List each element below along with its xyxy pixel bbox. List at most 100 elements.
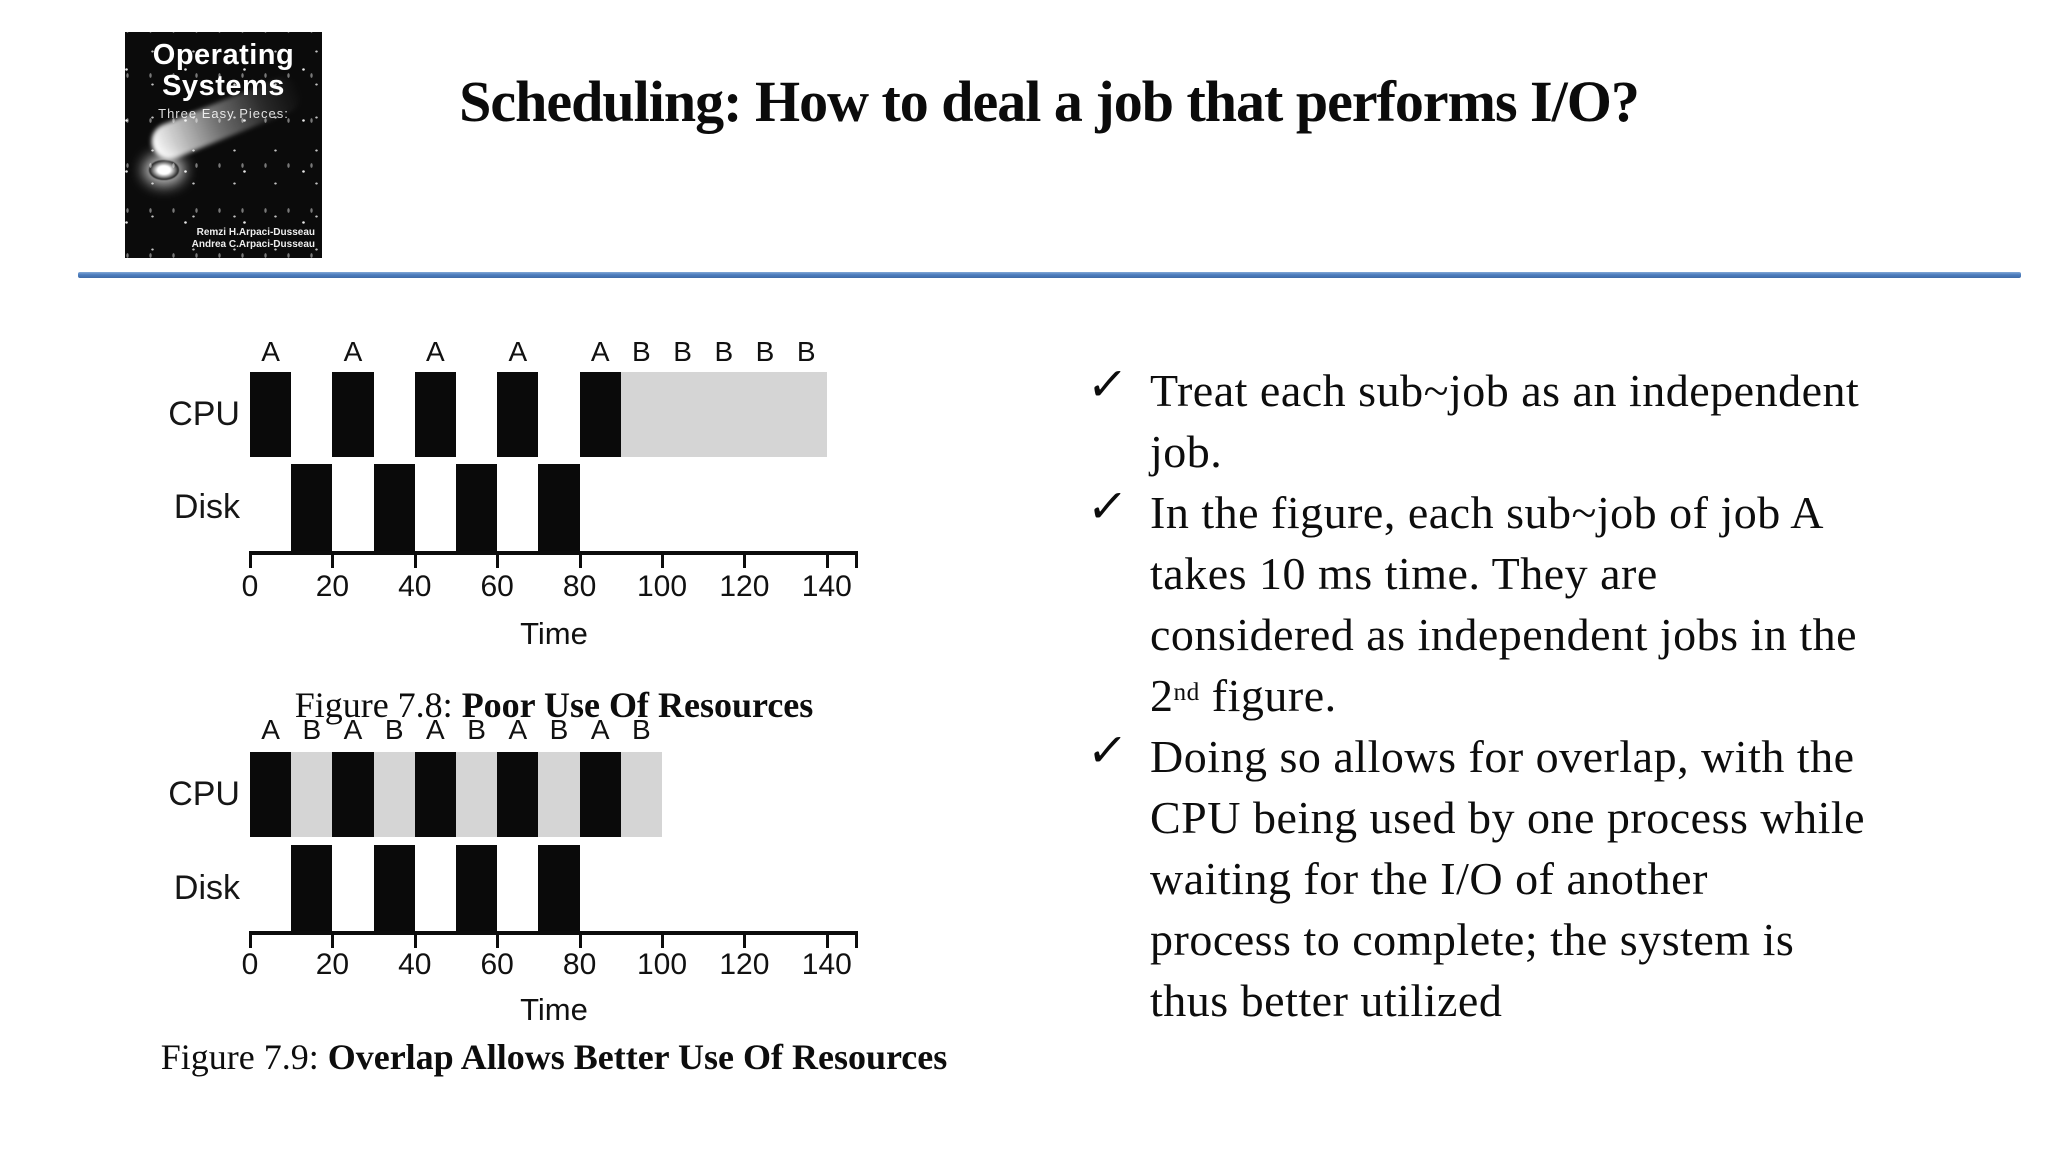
checkmark-icon: ✓	[1084, 357, 1131, 411]
bullet-text-line: thus better utilized	[1150, 975, 1503, 1026]
job-label-b: B	[714, 336, 734, 367]
bullet-text-line: job.	[1150, 426, 1223, 477]
bullet-text-line: Treat each sub~job as an independent	[1150, 365, 1860, 416]
bullet-text-line: takes 10 ms time. They are	[1150, 548, 1658, 599]
axis-tick	[496, 931, 500, 948]
job-label-b: B	[467, 714, 486, 745]
checkmark-icon: ✓	[1084, 723, 1131, 777]
axis-tick-label: 100	[636, 948, 688, 981]
cpu-bar-segment	[456, 752, 498, 837]
axis-end-tick	[855, 551, 858, 568]
header-divider-line	[78, 272, 2021, 278]
bullet-text: Treat each sub~job as an independent job.	[1150, 360, 2038, 482]
job-label-b: B	[302, 714, 322, 745]
bullet-text-line: Doing so allows for overlap, with the	[1150, 731, 1855, 782]
bullet-text-line: waiting for the I/O of another	[1150, 853, 1708, 904]
time-axis	[250, 551, 858, 555]
cpu-bar-segment	[332, 752, 374, 837]
cpu-bar-segment	[497, 372, 539, 457]
disk-bar-segment	[373, 845, 415, 931]
axis-tick-label: 40	[398, 948, 432, 981]
job-label-b: B	[755, 336, 775, 367]
job-label-b: B	[796, 336, 816, 367]
bullet-text-line: In the figure, each sub~job of job A	[1150, 487, 1824, 538]
disk-bar-segment	[456, 845, 498, 931]
figure-caption-prefix: Figure 7.8:	[294, 685, 462, 725]
axis-tick	[825, 551, 829, 568]
axis-tick	[743, 551, 747, 568]
disk-bar-segment	[538, 845, 580, 931]
book-cover-authors: Remzi H.Arpaci-Dusseau Andrea C.Arpaci-D…	[192, 227, 315, 251]
cpu-bar-segment	[332, 372, 374, 457]
figure-caption: Figure 7.8: Poor Use Of Resources	[54, 684, 1054, 726]
axis-tick	[331, 551, 335, 568]
row-label-disk: Disk	[173, 488, 240, 526]
job-label-b: B	[549, 714, 569, 745]
slide-title: Scheduling: How to deal a job that perfo…	[459, 69, 1640, 134]
row-label-cpu: CPU	[168, 395, 240, 433]
axis-title: Time	[520, 616, 588, 651]
axis-tick-label: 40	[398, 570, 432, 603]
bullet-text: In the figure, each sub~job of job A take…	[1150, 482, 2038, 726]
axis-tick	[331, 931, 335, 948]
figure-caption-prefix: Figure 7.9:	[160, 1037, 328, 1077]
axis-tick	[249, 931, 252, 948]
job-label-a: A	[261, 336, 280, 367]
job-label-a: A	[590, 714, 610, 745]
bullet-text-line: 2nd figure.	[1150, 670, 1337, 721]
axis-tick	[661, 931, 664, 948]
axis-tick	[743, 931, 747, 948]
comet-head-graphic	[149, 160, 179, 180]
axis-tick-label: 80	[562, 948, 597, 981]
axis-tick-label: 20	[315, 948, 350, 981]
cpu-bar-segment	[414, 372, 456, 457]
book-cover-author-2: Andrea C.Arpaci-Dusseau	[191, 239, 315, 250]
axis-end-tick	[855, 931, 858, 948]
bullet-text-line: process to complete; the system is	[1150, 914, 1795, 965]
bullet-text: Doing so allows for overlap, with the CPU…	[1150, 726, 2038, 1031]
book-cover-image: Operating Systems Three Easy Pieces: Rem…	[125, 32, 322, 258]
checkmark-icon: ✓	[1084, 479, 1131, 533]
cpu-bar-segment	[291, 752, 333, 837]
cpu-bar-segment	[373, 752, 415, 837]
bullet-text-line: considered as independent jobs in the	[1150, 609, 1858, 660]
job-label-a: A	[261, 714, 280, 745]
disk-bar-segment	[373, 464, 415, 551]
axis-tick-label: 0	[241, 948, 259, 981]
job-label-b: B	[632, 714, 651, 745]
axis-tick	[496, 551, 500, 568]
book-cover-author-1: Remzi H.Arpaci-Dusseau	[196, 227, 315, 238]
disk-bar-segment	[291, 464, 333, 551]
axis-tick-label: 120	[719, 570, 770, 603]
axis-tick-label: 60	[480, 948, 514, 981]
bullet-text-line: CPU being used by one process while	[1150, 792, 1866, 843]
job-label-a: A	[508, 714, 528, 745]
cpu-bar-segment	[250, 372, 292, 457]
cpu-bar-segment	[250, 752, 292, 837]
bullet-item: ✓ Treat each sub~job as an independent job…	[1084, 357, 2038, 482]
time-axis	[250, 931, 858, 935]
axis-tick-label: 80	[562, 570, 597, 603]
cpu-bar-segment	[414, 752, 456, 837]
cpu-bar-segment	[620, 752, 662, 837]
axis-tick	[578, 931, 582, 948]
job-label-a: A	[508, 336, 528, 367]
book-cover-title-line1: Operating	[152, 39, 295, 71]
cpu-bar-segment	[497, 752, 539, 837]
axis-tick	[249, 551, 252, 568]
row-label-cpu: CPU	[168, 775, 240, 813]
axis-tick	[661, 551, 664, 568]
job-label-a: A	[343, 714, 363, 745]
axis-tick	[825, 931, 829, 948]
job-label-b: B	[384, 714, 404, 745]
bullet-item: ✓ Doing so allows for overlap, with the CP…	[1084, 723, 2038, 1031]
axis-tick-label: 100	[636, 570, 688, 603]
job-label-b: B	[632, 336, 651, 367]
axis-tick-label: 120	[719, 948, 770, 981]
job-label-a: A	[426, 336, 445, 367]
job-label-b: B	[673, 336, 692, 367]
